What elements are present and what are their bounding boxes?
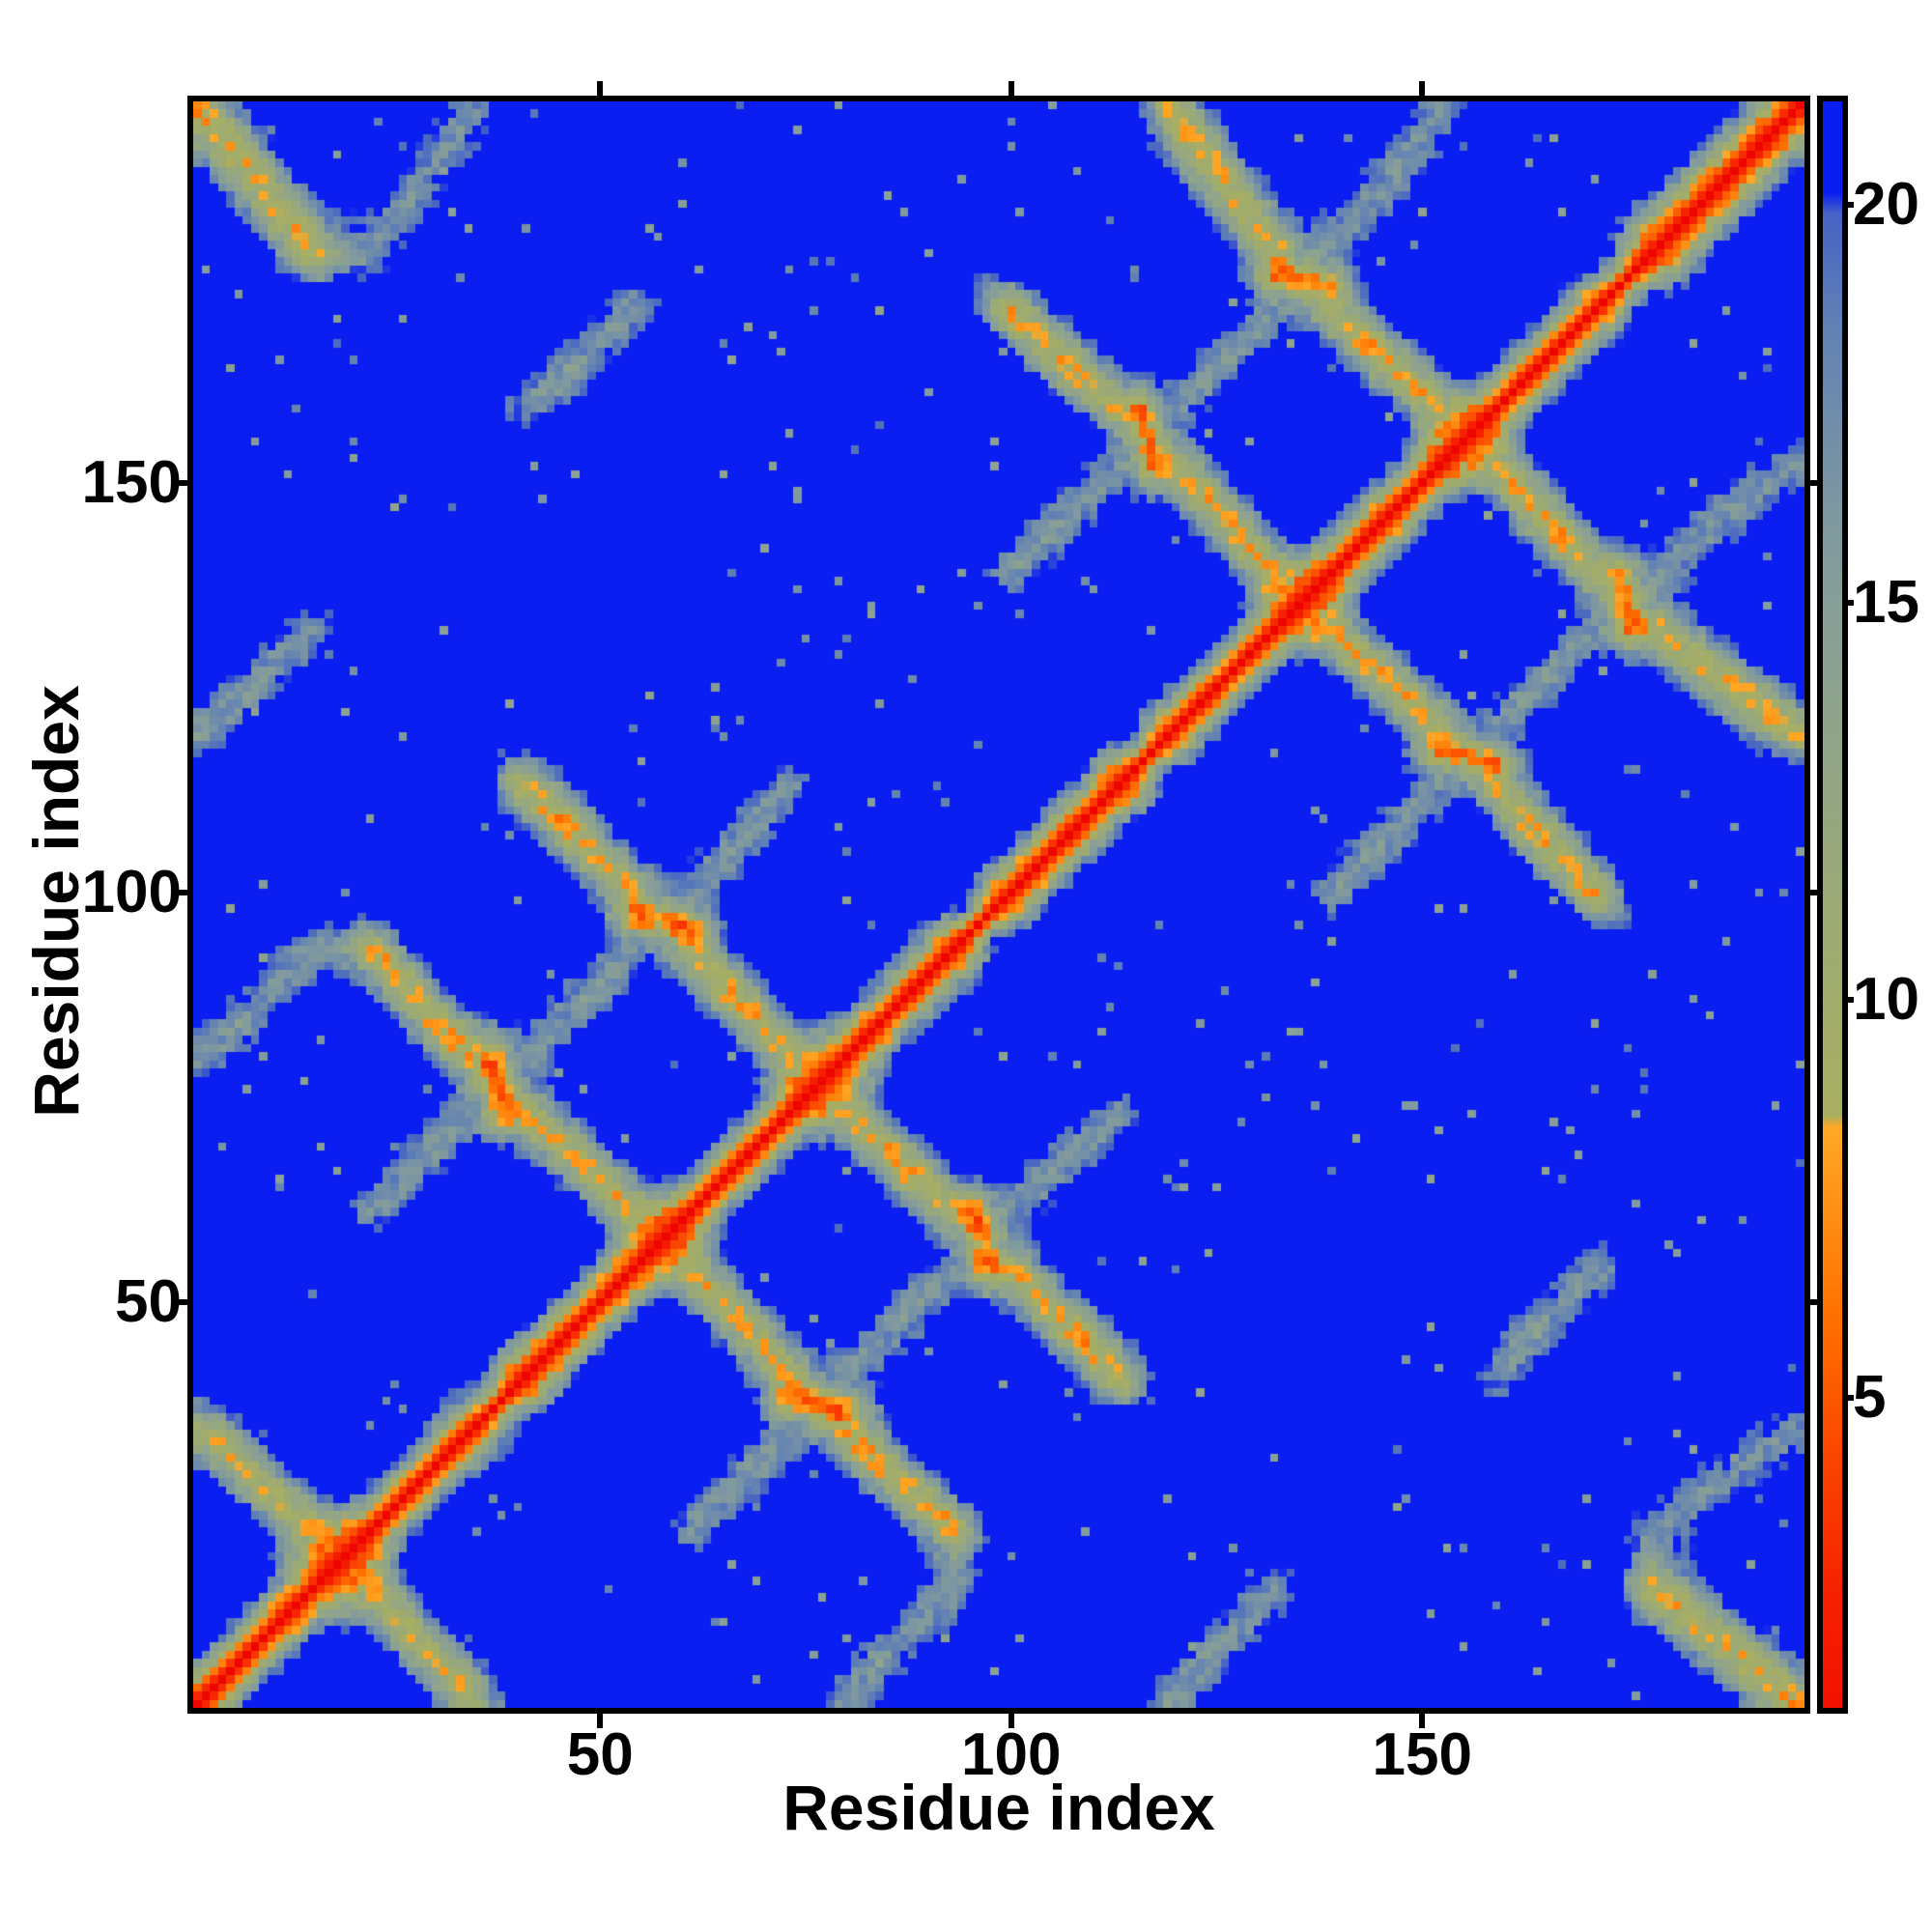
x-tick-bottom <box>597 1714 604 1728</box>
colorbar-tick-label-10: 10 <box>1853 966 1919 1034</box>
x-tick-bottom <box>1419 1714 1426 1728</box>
colorbar-canvas <box>1823 101 1842 1708</box>
x-tick-label-50: 50 <box>566 1721 634 1788</box>
y-axis-title: Residue index <box>20 685 92 1118</box>
heatmap-canvas <box>193 101 1804 1708</box>
colorbar-tick-label-20: 20 <box>1853 171 1919 239</box>
colorbar-tick-label-5: 5 <box>1853 1363 1887 1431</box>
heatmap-frame <box>187 96 1810 1714</box>
x-axis-title: Residue index <box>782 1772 1215 1843</box>
y-tick-label-150: 150 <box>81 448 182 516</box>
y-tick-left <box>173 479 187 486</box>
x-tick-label-150: 150 <box>1372 1721 1472 1788</box>
y-tick-left <box>173 1299 187 1305</box>
x-tick-top <box>1008 81 1014 96</box>
x-tick-top <box>597 81 604 96</box>
colorbar-tick-label-15: 15 <box>1853 568 1919 636</box>
x-tick-bottom <box>1008 1714 1014 1728</box>
colorbar <box>1817 96 1848 1714</box>
y-tick-left <box>173 889 187 895</box>
x-tick-top <box>1419 81 1426 96</box>
y-tick-label-50: 50 <box>115 1268 182 1335</box>
